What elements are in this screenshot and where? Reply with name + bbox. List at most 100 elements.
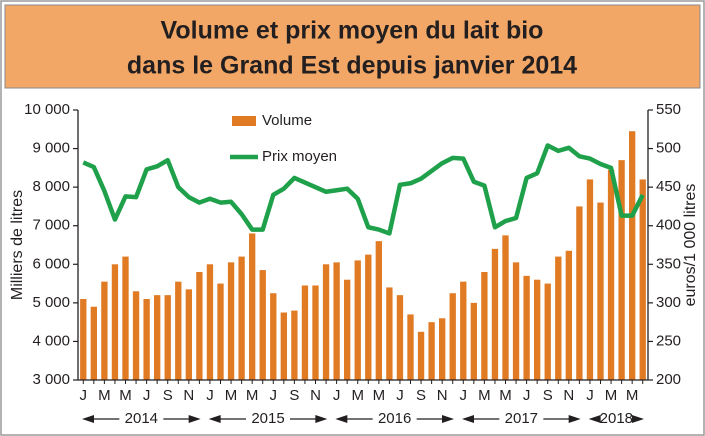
y2-tick-label: 400: [656, 217, 681, 234]
y2-tick-label: 200: [656, 371, 681, 388]
bar: [407, 314, 414, 380]
bar: [502, 235, 509, 380]
x-tick-label: M: [373, 387, 386, 404]
bar: [470, 302, 477, 380]
bar: [565, 250, 572, 380]
bar: [354, 260, 361, 380]
year-arrowhead: [335, 415, 348, 423]
bar: [196, 272, 203, 380]
bar: [417, 331, 425, 380]
bar: [365, 254, 372, 380]
x-tick-label: S: [289, 387, 299, 404]
bar: [80, 299, 87, 380]
y2-tick-label: 300: [656, 294, 681, 311]
x-tick-label: M: [478, 387, 491, 404]
bar: [344, 279, 351, 380]
bar: [90, 306, 97, 380]
bar: [154, 295, 161, 380]
year-arrowhead: [462, 415, 474, 423]
price-line: [82, 143, 645, 236]
bar: [238, 256, 245, 380]
bar: [101, 281, 108, 380]
bar: [259, 270, 266, 380]
x-tick-label: J: [460, 387, 468, 404]
bar: [375, 241, 382, 380]
legend-swatch: [232, 116, 256, 126]
bar: [185, 289, 192, 380]
year-arrowhead: [588, 415, 601, 423]
x-tick-label: M: [351, 387, 364, 404]
bar: [206, 264, 214, 380]
x-tick-label: S: [416, 387, 426, 404]
x-tick-label: J: [206, 387, 214, 404]
x-tick-label: N: [310, 387, 321, 404]
y2-tick-label: 450: [656, 178, 681, 195]
y-tick-label: 4 000: [32, 332, 70, 349]
bar: [639, 179, 646, 380]
bar: [460, 281, 467, 380]
year-arrowhead: [442, 415, 454, 423]
x-tick-label: S: [163, 387, 173, 404]
year-arrowhead: [208, 415, 221, 423]
bar: [618, 160, 625, 380]
x-tick-label: N: [437, 387, 448, 404]
bar: [333, 262, 340, 380]
bar: [428, 322, 435, 380]
x-tick-label: N: [563, 387, 574, 404]
bar: [122, 256, 129, 380]
year-label: 2014: [125, 410, 158, 427]
y2-tick-label: 250: [656, 332, 681, 349]
year-arrowhead: [632, 415, 644, 423]
chart-title: Volume et prix moyen du lait bio: [161, 17, 544, 45]
x-tick-label: J: [396, 387, 404, 404]
y-tick-label: 7 000: [32, 217, 70, 234]
year-label: 2017: [505, 410, 538, 427]
bar: [555, 256, 562, 380]
bar: [512, 262, 520, 380]
year-arrowhead: [568, 415, 581, 423]
x-tick-label: N: [183, 387, 194, 404]
year-arrowhead: [82, 415, 94, 423]
x-tick-label: J: [586, 387, 594, 404]
chart-title: dans le Grand Est depuis janvier 2014: [127, 52, 577, 80]
x-tick-label: M: [119, 387, 132, 404]
title-box: [4, 4, 701, 89]
bar: [111, 264, 119, 380]
bar: [143, 299, 150, 380]
bar: [491, 248, 499, 380]
bar: [449, 293, 456, 380]
x-tick-label: J: [143, 387, 151, 404]
y2-tick-label: 350: [656, 255, 681, 272]
year-label: 2018: [600, 410, 633, 427]
bar: [227, 262, 235, 380]
x-tick-label: M: [246, 387, 259, 404]
x-tick-label: M: [98, 387, 111, 404]
x-tick-label: J: [270, 387, 278, 404]
bar: [523, 275, 530, 380]
bar: [280, 312, 287, 380]
bar: [301, 285, 309, 380]
y2-axis-label: euros/1 000 litres: [682, 184, 699, 307]
legend-label: Volume: [262, 112, 312, 129]
legend-label: Prix moyen: [262, 148, 337, 165]
year-label: 2016: [378, 410, 411, 427]
y-tick-label: 8 000: [32, 178, 70, 195]
year-arrowhead: [315, 415, 328, 423]
x-tick-label: M: [605, 387, 618, 404]
bar: [481, 272, 488, 380]
x-tick-label: S: [543, 387, 553, 404]
bar: [597, 202, 604, 380]
bar: [396, 295, 404, 380]
x-tick-label: M: [626, 387, 639, 404]
bar: [586, 179, 594, 380]
y-axis-label: Milliers de litres: [9, 190, 26, 300]
bar: [576, 206, 583, 380]
bar: [132, 291, 140, 380]
bar: [164, 295, 171, 380]
y-tick-label: 6 000: [32, 255, 70, 272]
bar: [322, 264, 330, 380]
bar: [386, 287, 393, 380]
x-tick-label: J: [333, 387, 341, 404]
x-tick-label: M: [225, 387, 238, 404]
